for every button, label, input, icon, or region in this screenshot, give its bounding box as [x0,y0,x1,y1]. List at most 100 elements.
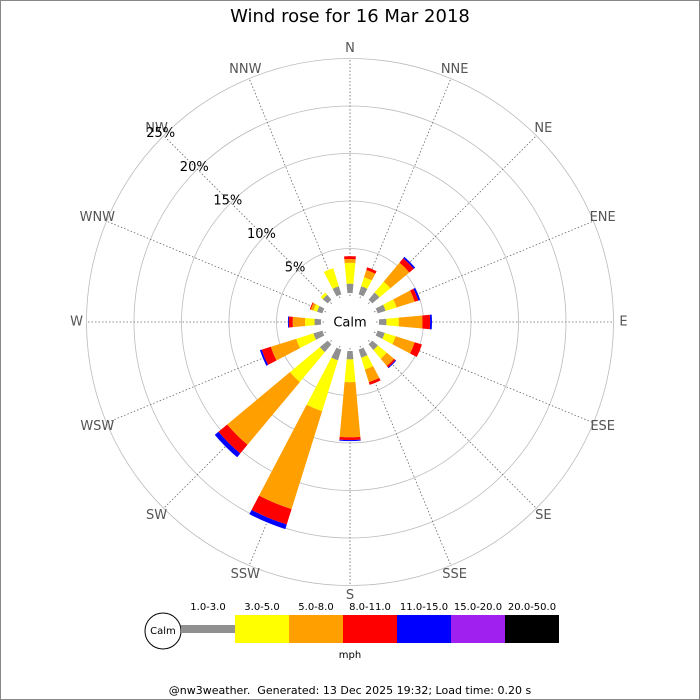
direction-label: NNE [441,62,469,77]
bar-segment [386,358,396,368]
bar-segment [410,342,422,357]
bar-segment [261,346,277,365]
chart-title: Wind rose for 16 Mar 2018 [230,6,470,27]
direction-label: ENE [590,210,616,225]
legend-swatch [451,615,505,643]
direction-label: WSW [80,419,114,434]
legend-unit: mph [339,650,361,661]
footer: @nw3weather. Generated: 13 Dec 2025 19:3… [169,684,532,697]
r-tick-label: 5% [285,261,306,276]
bar-segment [320,292,328,300]
bar-segment [361,277,372,289]
bar-segment [339,381,361,438]
bar-segment [393,290,415,308]
legend-label: 5.0-8.0 [298,602,333,613]
bar-segment [380,352,395,367]
bar-segment [319,340,332,353]
bar-segment [398,315,423,329]
spoke [106,220,327,313]
bar-segment [339,436,361,441]
bar-segment [309,302,314,310]
bar-segment [258,404,323,510]
bar-segment [358,347,368,358]
bar-segment [306,357,339,412]
spoke [368,340,537,509]
direction-label: NE [534,121,552,136]
bar-segment [368,292,380,304]
bar-segment [413,287,421,301]
legend-swatch [397,615,451,643]
bar-segment [317,305,325,314]
legend-swatch [289,615,343,643]
spoke [248,78,341,299]
bar-segment [364,366,380,383]
bar-segment [344,262,356,284]
legend-swatch [181,625,235,633]
legend-label: 8.0-11.0 [349,602,391,613]
bar-segment [296,333,317,349]
bar-segment [387,359,397,369]
bar-segment [289,347,325,383]
direction-label: E [619,315,627,330]
bar-segment [399,258,414,273]
bar-segment [323,268,339,289]
direction-label: ESE [590,419,615,434]
bar-segment [227,372,300,445]
bar-segment [363,269,376,281]
bar-segment [422,314,431,330]
r-tick-label: 10% [247,227,276,242]
direction-label: NW [145,121,168,136]
bar-segment [249,509,287,530]
bar-segment [366,267,377,274]
direction-label: SW [146,508,167,523]
direction-label: SSE [442,567,467,582]
spoke [359,78,452,299]
r-tick-label: 20% [180,160,209,175]
direction-label: NNW [229,62,261,77]
bar-segment [403,256,416,269]
bar-segment [375,330,385,339]
bar-segment [383,299,397,311]
bar-segment [322,294,332,304]
grid-ring [86,58,614,586]
bar-segment [292,316,306,328]
calm-circle [325,297,375,347]
grid-ring [181,153,519,491]
bar-segment [392,336,415,354]
bar-segment [375,304,386,314]
bar-segment [429,314,433,330]
bar-segment [382,332,396,345]
bar-segment [313,330,325,340]
bar-segment [331,347,342,361]
bar-segment [344,359,356,383]
legend-label: 3.0-5.0 [244,602,279,613]
r-tick-label: 25% [146,126,175,141]
direction-label: WNW [80,210,116,225]
bar-segment [214,431,241,458]
direction-label: S [346,588,354,603]
bar-segment [383,262,410,289]
bar-segment [374,281,391,298]
bar-segment [305,317,315,327]
bar-segment [310,302,317,311]
bar-segment [378,318,387,326]
direction-label: SSW [231,567,261,582]
bar-segment [344,256,356,260]
bar-segment [361,355,374,370]
bar-segment [251,495,292,525]
bar-segment [218,424,248,454]
bar-segment [410,288,419,302]
legend-calm-label: Calm [150,626,176,637]
bar-segment [358,286,368,297]
direction-label: N [345,41,355,56]
legend-label: 20.0-50.0 [508,602,556,613]
bar-segment [368,377,381,385]
bar-segment [346,350,354,360]
legend-label: 11.0-15.0 [400,602,448,613]
legend-swatch [235,615,289,643]
bar-segment [368,340,378,350]
bar-segment [288,316,293,328]
r-tick-label: 15% [213,193,242,208]
bar-segment [287,316,290,328]
